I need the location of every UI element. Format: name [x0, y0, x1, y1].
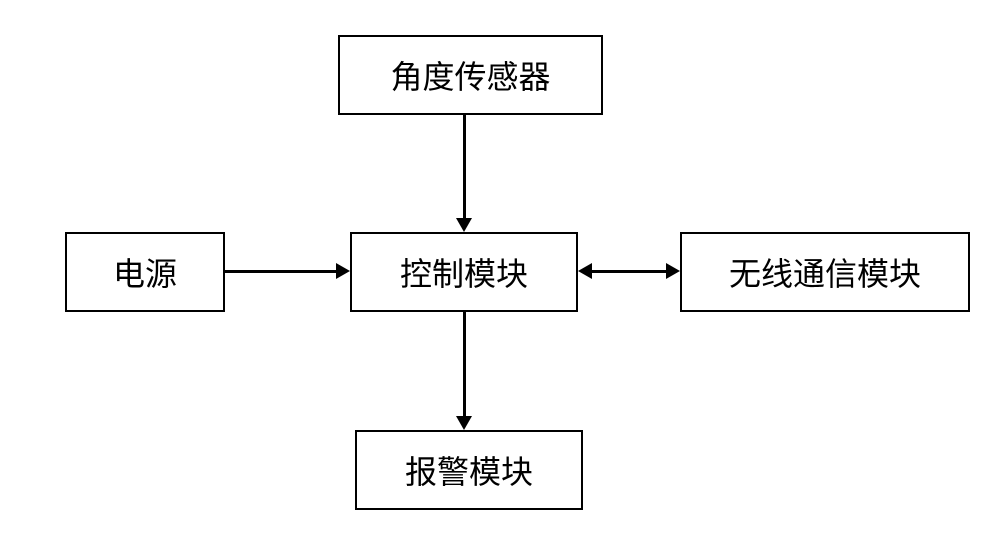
arrowhead-control-to-alarm — [456, 416, 472, 430]
alarm-module-label: 报警模块 — [405, 447, 533, 493]
arrowhead-sensor-to-control — [456, 218, 472, 232]
wireless-module-label: 无线通信模块 — [729, 249, 921, 295]
control-module-label: 控制模块 — [400, 249, 528, 295]
arrow-control-to-alarm — [463, 312, 466, 416]
power-label: 电源 — [113, 249, 177, 295]
power-block: 电源 — [65, 232, 225, 312]
arrowhead-wireless-to-control — [578, 263, 592, 279]
wireless-module-block: 无线通信模块 — [680, 232, 970, 312]
arrow-sensor-to-control — [463, 115, 466, 218]
arrowhead-power-to-control — [336, 263, 350, 279]
angle-sensor-label: 角度传感器 — [390, 52, 550, 98]
arrow-control-wireless — [592, 270, 666, 273]
control-module-block: 控制模块 — [350, 232, 578, 312]
alarm-module-block: 报警模块 — [355, 430, 583, 510]
arrow-power-to-control — [225, 270, 336, 273]
arrowhead-control-to-wireless — [666, 263, 680, 279]
angle-sensor-block: 角度传感器 — [338, 35, 603, 115]
